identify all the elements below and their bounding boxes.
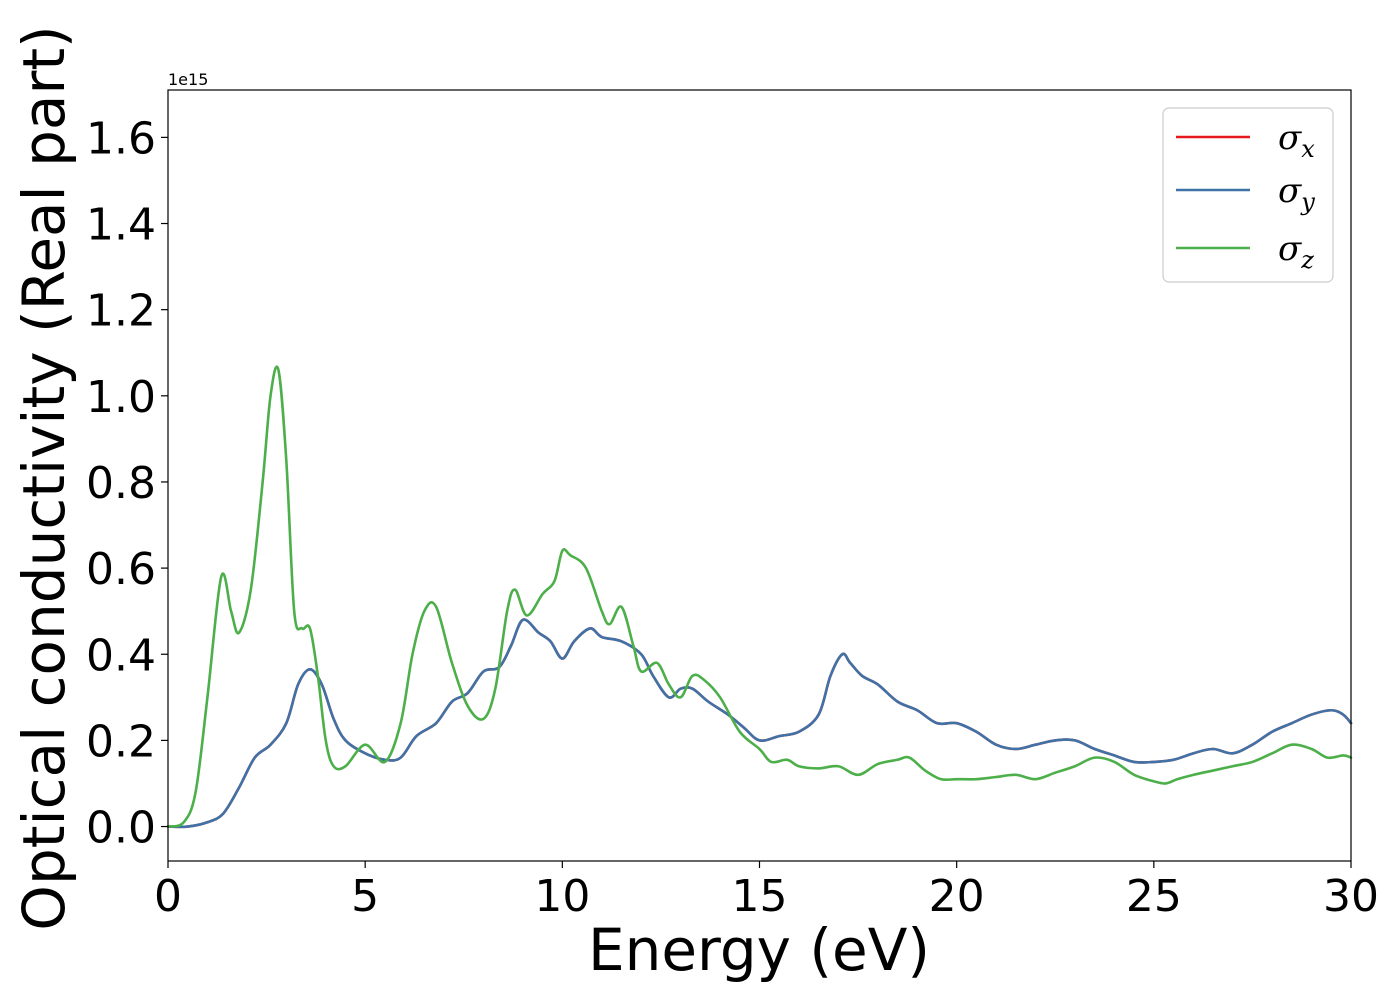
y-axis: 0.0 0.2 0.4 0.6 0.8 1.0 1.2 1.4 1.6 (86, 113, 168, 854)
y-axis-title: Optical conductivity (Real part) (10, 25, 78, 930)
y-tick-label: 1.2 (86, 286, 156, 337)
x-tick-label: 20 (929, 871, 985, 922)
x-tick-label: 25 (1126, 871, 1182, 922)
y-tick-label: 0.4 (86, 630, 156, 681)
y-tick-label: 1.0 (86, 372, 156, 423)
legend-subscript: z (1300, 246, 1314, 274)
legend-label-y: σy (1278, 171, 1315, 216)
x-tick-label: 0 (154, 871, 182, 922)
x-tick-label: 30 (1323, 871, 1379, 922)
y-tick-label: 1.6 (86, 113, 156, 164)
x-tick-label: 15 (732, 871, 788, 922)
legend-subscript: x (1301, 135, 1315, 163)
y-tick-label: 0.2 (86, 716, 156, 767)
legend-symbol: σ (1278, 171, 1302, 211)
series-line-z (166, 365, 1353, 828)
series-layer (166, 365, 1353, 829)
legend-label-z: σz (1278, 229, 1314, 274)
x-tick-label: 10 (534, 871, 590, 922)
legend-label-x: σx (1278, 118, 1315, 163)
x-tick-label: 5 (351, 871, 379, 922)
y-tick-label: 0.8 (86, 458, 156, 509)
x-axis: 0 5 10 15 20 25 30 (154, 861, 1379, 922)
legend-subscript: y (1300, 188, 1315, 216)
plot-background (168, 90, 1351, 861)
legend-symbol: σ (1278, 118, 1302, 158)
legend-symbol: σ (1278, 229, 1302, 269)
series-line-y (166, 618, 1353, 829)
y-tick-label: 1.4 (86, 200, 156, 251)
x-axis-title: Energy (eV) (588, 916, 930, 984)
y-offset-label: 1e15 (168, 70, 208, 89)
legend-box (1162, 107, 1334, 283)
y-tick-label: 0.6 (86, 544, 156, 595)
y-tick-label: 0.0 (86, 803, 156, 854)
